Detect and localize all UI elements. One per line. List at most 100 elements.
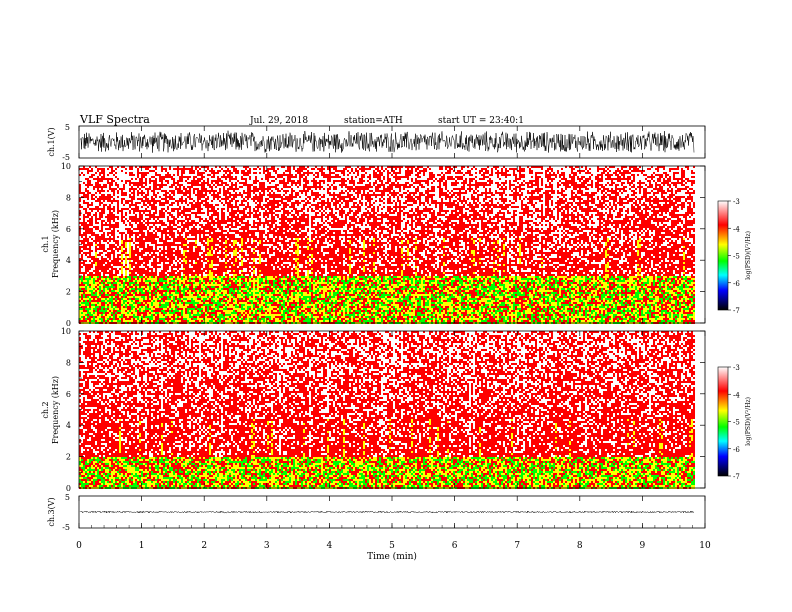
psd-cell	[143, 170, 145, 172]
psd-cell	[95, 212, 97, 214]
psd-cell	[97, 276, 99, 278]
psd-cell	[87, 232, 89, 234]
psd-cell	[121, 300, 123, 302]
psd-cell	[149, 192, 151, 194]
psd-cell	[117, 232, 119, 234]
psd-cell	[81, 238, 83, 240]
psd-cell	[99, 168, 101, 170]
psd-cell	[97, 246, 99, 248]
psd-cell	[113, 246, 115, 248]
psd-cell	[117, 184, 119, 186]
psd-cell	[141, 222, 143, 224]
psd-cell	[131, 260, 133, 262]
psd-cell	[139, 174, 141, 176]
psd-cell	[133, 232, 135, 234]
psd-cell	[105, 192, 107, 194]
psd-cell	[147, 302, 149, 304]
psd-cell	[155, 306, 157, 308]
psd-cell	[139, 274, 141, 276]
psd-cell	[145, 216, 147, 218]
psd-cell	[109, 176, 111, 178]
psd-cell	[117, 286, 119, 288]
psd-cell	[141, 212, 143, 214]
psd-cell	[83, 264, 85, 266]
psd-cell	[123, 268, 125, 270]
psd-cell	[145, 168, 147, 170]
psd-cell	[167, 310, 169, 312]
psd-cell	[87, 318, 89, 320]
psd-cell	[129, 168, 131, 170]
psd-cell	[85, 194, 87, 196]
psd-cell	[171, 222, 173, 224]
psd-cell	[113, 304, 115, 306]
psd-cell	[167, 276, 169, 278]
psd-cell	[83, 254, 85, 256]
psd-cell	[103, 238, 105, 240]
psd-cell	[115, 188, 117, 190]
psd-cell	[125, 230, 127, 232]
psd-cell	[109, 320, 111, 322]
psd-cell	[85, 172, 87, 174]
psd-cell	[167, 176, 169, 178]
psd-cell	[97, 284, 99, 286]
psd-cell	[91, 202, 93, 204]
psd-cell	[121, 256, 123, 258]
psd-cell	[111, 286, 113, 288]
psd-cell	[155, 172, 157, 174]
psd-cell	[167, 250, 169, 252]
psd-cell	[101, 266, 103, 268]
psd-cell	[167, 174, 169, 176]
psd-cell	[93, 320, 95, 322]
psd-cell	[155, 224, 157, 226]
psd-cell	[83, 258, 85, 260]
psd-cell	[159, 242, 161, 244]
psd-cell	[145, 294, 147, 296]
psd-cell	[145, 220, 147, 222]
psd-cell	[147, 176, 149, 178]
psd-cell	[107, 232, 109, 234]
psd-cell	[113, 172, 115, 174]
psd-cell	[165, 288, 167, 290]
psd-cell	[105, 302, 107, 304]
psd-cell	[129, 250, 131, 252]
psd-cell	[141, 190, 143, 192]
psd-cell	[165, 226, 167, 228]
psd-cell	[93, 182, 95, 184]
psd-cell	[111, 298, 113, 300]
psd-cell	[171, 250, 173, 252]
psd-cell	[123, 260, 125, 262]
psd-cell	[155, 222, 157, 224]
psd-cell	[145, 232, 147, 234]
psd-cell	[161, 258, 163, 260]
psd-cell	[99, 226, 101, 228]
psd-cell	[89, 234, 91, 236]
psd-cell	[103, 234, 105, 236]
psd-cell	[91, 244, 93, 246]
psd-cell	[125, 270, 127, 272]
psd-cell	[139, 232, 141, 234]
psd-cell	[123, 250, 125, 252]
psd-cell	[169, 238, 171, 240]
psd-cell	[149, 194, 151, 196]
psd-cell	[147, 182, 149, 184]
psd-cell	[163, 246, 165, 248]
psd-cell	[155, 190, 157, 192]
psd-cell	[157, 256, 159, 258]
psd-cell	[149, 268, 151, 270]
psd-cell	[129, 310, 131, 312]
psd-cell	[99, 208, 101, 210]
psd-cell	[149, 206, 151, 208]
psd-cell	[85, 246, 87, 248]
psd-cell	[141, 250, 143, 252]
psd-cell	[139, 276, 141, 278]
psd-cell	[149, 224, 151, 226]
psd-cell	[151, 300, 153, 302]
psd-cell	[131, 296, 133, 298]
psd-cell	[127, 268, 129, 270]
psd-cell	[111, 192, 113, 194]
psd-cell	[103, 196, 105, 198]
psd-cell	[167, 178, 169, 180]
psd-cell	[161, 198, 163, 200]
psd-cell	[121, 188, 123, 190]
psd-cell	[133, 170, 135, 172]
